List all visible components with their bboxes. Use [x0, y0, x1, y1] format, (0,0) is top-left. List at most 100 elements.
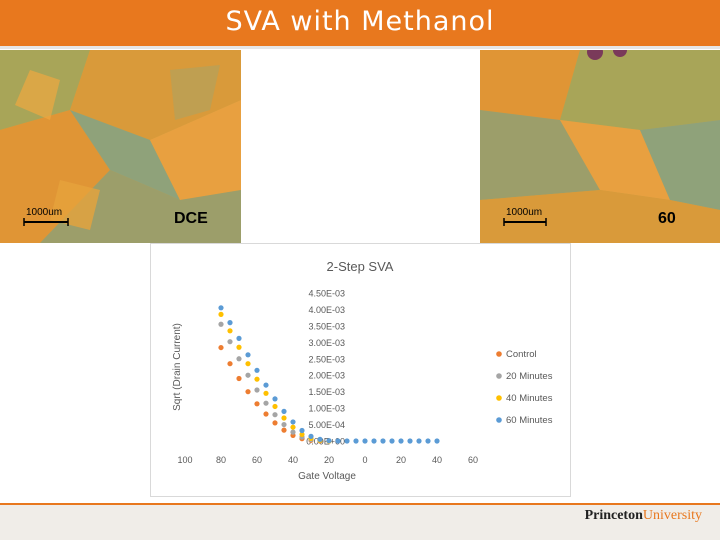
data-point	[263, 390, 269, 396]
data-point	[281, 421, 287, 428]
brand-bold: Princeton	[584, 508, 643, 523]
title-bar	[0, 0, 720, 46]
data-point	[380, 438, 386, 444]
x-tick-label: 20	[324, 455, 334, 465]
data-point	[281, 408, 287, 414]
data-point	[227, 361, 233, 367]
data-point	[236, 356, 242, 362]
y-tick-label: 2.00E-03	[308, 371, 345, 381]
y-tick-label: 3.50E-03	[308, 321, 345, 331]
micrograph-left: 1000um DCE	[0, 50, 241, 243]
data-point	[263, 411, 269, 417]
data-point	[281, 427, 287, 433]
x-axis-label: Gate Voltage	[298, 471, 356, 482]
brand-rest: University	[642, 508, 702, 523]
x-tick-label: 20	[396, 455, 406, 465]
data-point	[317, 436, 323, 442]
x-tick-label: 40	[432, 455, 442, 465]
data-point	[290, 424, 296, 430]
chart-title: 2-Step SVA	[327, 259, 394, 274]
data-point	[272, 396, 278, 402]
y-tick-label: 3.00E-03	[308, 338, 345, 348]
data-point	[227, 328, 233, 334]
data-point	[290, 429, 296, 435]
x-tick-label: 40	[288, 455, 298, 465]
legend-marker	[496, 395, 502, 401]
micrograph-tag: DCE	[174, 210, 208, 227]
y-tick-label: 0.00E+00	[306, 437, 345, 447]
x-tick-label: 0	[362, 455, 367, 465]
data-point	[263, 382, 269, 388]
data-point	[245, 352, 251, 358]
micrograph-right-image	[480, 50, 720, 243]
data-point	[272, 403, 278, 410]
data-point	[227, 320, 233, 326]
data-point	[335, 438, 341, 444]
legend-marker	[496, 417, 502, 423]
x-tick-label: 80	[216, 455, 226, 465]
data-point	[245, 389, 251, 395]
data-point	[254, 367, 260, 373]
data-point	[353, 438, 359, 444]
y-tick-label: 4.00E-03	[308, 305, 345, 315]
data-point	[344, 438, 350, 444]
chart-svg: 2-Step SVA 0.00E+00 5.00E-04 1.00E-03 1.50E-…	[172, 259, 553, 482]
data-point	[425, 438, 431, 444]
slide-title: SVA with Methanol	[225, 6, 495, 37]
x-tick-label: 60	[468, 455, 478, 465]
legend-label: 40 Minutes	[506, 393, 553, 404]
data-point	[254, 401, 260, 407]
x-tick-label: 100	[177, 455, 192, 465]
y-axis-label: Sqrt (Drain Current)	[172, 323, 183, 411]
data-point	[227, 339, 233, 345]
data-point	[245, 372, 251, 378]
scale-bar-label: 1000um	[26, 207, 63, 218]
data-point	[236, 344, 242, 350]
y-tick-label: 1.50E-03	[308, 387, 345, 397]
data-point	[218, 321, 224, 327]
data-point	[218, 305, 224, 311]
data-point	[236, 375, 242, 382]
x-tick-label: 60	[252, 455, 262, 465]
data-point	[308, 433, 314, 439]
data-point	[299, 431, 305, 438]
data-point	[272, 420, 278, 426]
footer-divider	[0, 503, 720, 505]
data-point	[362, 438, 368, 444]
brand-logo: PrincetonUniversity	[585, 508, 702, 524]
chart-container: 2-Step SVA 0.00E+00 5.00E-04 1.00E-03 1.50E-…	[150, 243, 571, 497]
data-point	[290, 419, 296, 425]
data-point	[299, 427, 305, 434]
data-point	[263, 400, 269, 406]
y-tick-label: 5.00E-04	[308, 420, 345, 430]
legend-marker	[496, 373, 502, 379]
data-point	[272, 412, 278, 418]
title-bar-divider	[0, 46, 720, 49]
legend-label: 60 Minutes	[506, 415, 553, 426]
y-tick-label: 4.50E-03	[308, 289, 345, 299]
y-tick-label: 2.50E-03	[308, 354, 345, 364]
micrograph-left-image	[0, 50, 241, 243]
data-point	[407, 438, 413, 444]
y-tick-label: 1.00E-03	[308, 404, 345, 414]
footer-bar	[0, 505, 720, 540]
data-point	[416, 438, 422, 444]
data-point	[434, 438, 440, 444]
data-point	[389, 438, 395, 444]
data-point	[326, 438, 332, 444]
data-point	[254, 387, 260, 393]
legend-label: 20 Minutes	[506, 371, 553, 382]
data-point	[236, 335, 242, 341]
legend-marker	[496, 351, 502, 357]
data-point	[398, 438, 404, 444]
data-point	[281, 415, 287, 421]
data-point	[218, 344, 224, 351]
scale-bar-label: 1000um	[506, 207, 543, 218]
legend-label: Control	[506, 349, 537, 360]
micrograph-right: 1000um 60	[480, 50, 720, 243]
data-point	[371, 438, 377, 444]
micrograph-tag: 60	[658, 210, 676, 227]
data-point	[245, 361, 251, 367]
data-point	[218, 311, 224, 317]
data-point	[254, 376, 260, 382]
